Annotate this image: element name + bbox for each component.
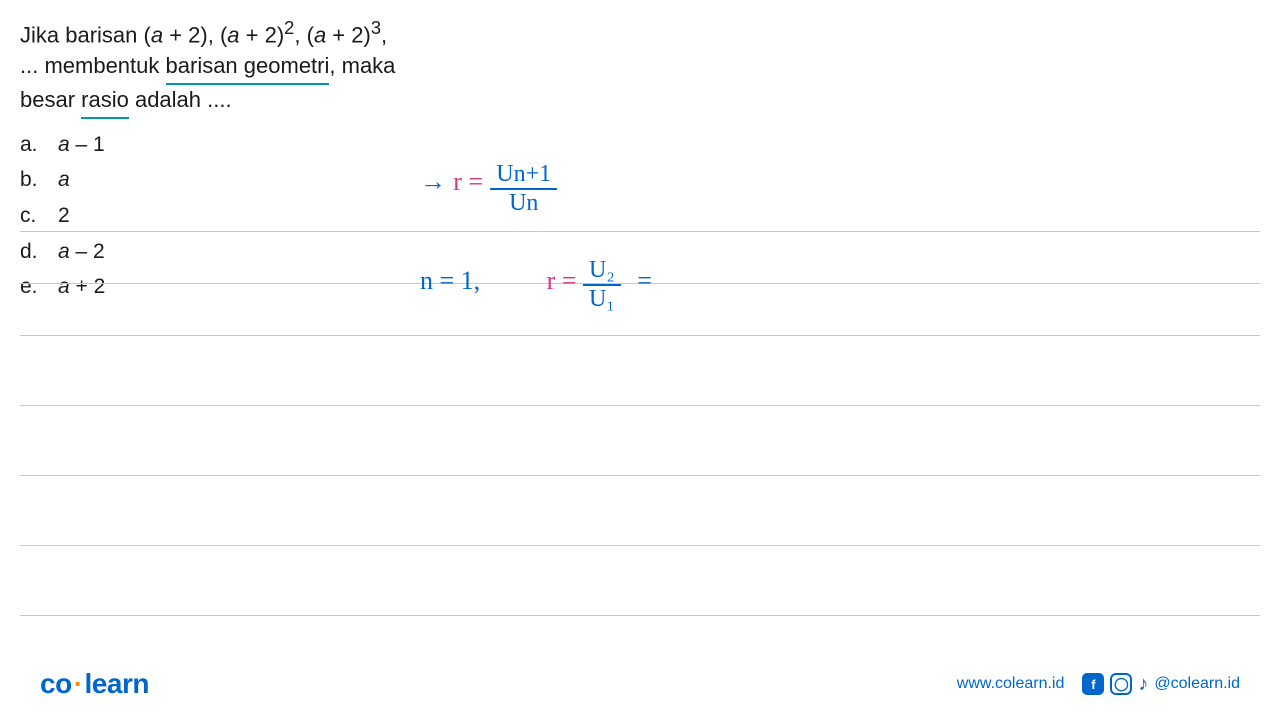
question-line3: besar rasio adalah ....: [20, 85, 1260, 119]
question-line2: ... membentuk barisan geometri, maka: [20, 51, 1260, 85]
logo: co·learn: [40, 668, 149, 700]
fraction-2: U₂ U₁: [583, 257, 621, 313]
social-icons: f ◯ ♪ @colearn.id: [1082, 673, 1240, 696]
question-line1: Jika barisan (a + 2), (a + 2)2, (a + 2)3…: [20, 15, 1260, 51]
social-handle: @colearn.id: [1154, 675, 1240, 693]
fraction-1: Un+1 Un: [490, 161, 557, 217]
underlined-phrase: barisan geometri: [166, 51, 330, 85]
facebook-icon: f: [1082, 673, 1104, 695]
tiktok-icon: ♪: [1138, 673, 1148, 696]
hw-formula1: → r = Un+1 Un: [420, 155, 557, 211]
footer: co·learn www.colearn.id f ◯ ♪ @colearn.i…: [0, 668, 1280, 700]
hw-formula2: n = 1, r = U₂ U₁ =: [420, 255, 652, 311]
website-url: www.colearn.id: [957, 675, 1065, 693]
arrow-icon: →: [420, 166, 446, 196]
underlined-word: rasio: [81, 85, 129, 119]
question-text: Jika barisan (a + 2), (a + 2)2, (a + 2)3…: [20, 15, 1260, 119]
option-a: a. a – 1: [20, 127, 1260, 163]
instagram-icon: ◯: [1110, 673, 1132, 695]
ruled-lines: [20, 180, 1260, 616]
